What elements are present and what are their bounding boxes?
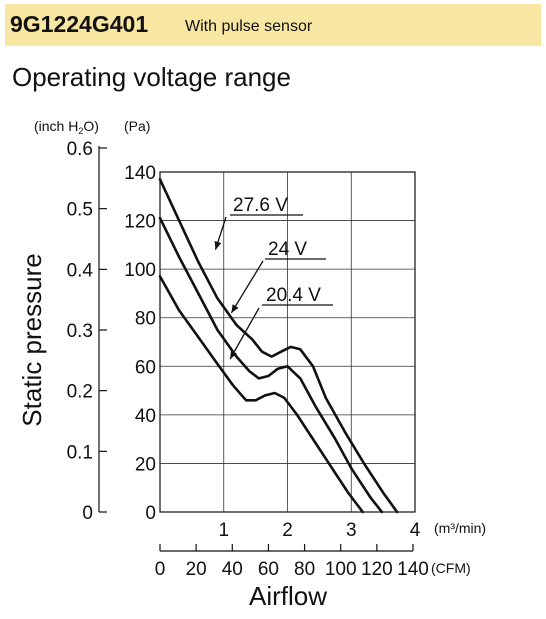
x2-tick-label: 40	[222, 559, 243, 580]
leader-line-3	[229, 307, 260, 360]
y-tick-label: 20	[135, 454, 156, 475]
y2-tick-label: 0.5	[67, 200, 93, 221]
y-tick-label: 60	[135, 357, 156, 378]
y2-tick-label: 0.1	[67, 442, 93, 463]
x2-tick-label: 0	[155, 559, 166, 580]
model-description: With pulse sensor	[185, 18, 313, 35]
x2-tick-label: 80	[294, 559, 315, 580]
leader-arrow-1	[214, 241, 222, 250]
y-unit-label: (Pa)	[124, 118, 150, 134]
section-title: Operating voltage range	[12, 62, 291, 92]
y-tick-label: 120	[124, 212, 156, 233]
y2-tick-label: 0.6	[67, 139, 93, 160]
x2-unit-label: (CFM)	[431, 560, 471, 576]
y-tick-label: 140	[124, 163, 156, 184]
axes	[98, 146, 414, 552]
curve-1	[158, 178, 399, 514]
y-tick-label: 0	[145, 503, 156, 524]
curves	[158, 178, 399, 514]
x-unit-label: (m³/min)	[434, 520, 486, 536]
series-label-1: 27.6 V	[233, 195, 288, 216]
y2-tick-label: 0.4	[67, 260, 94, 281]
series-label-3: 20.4 V	[266, 285, 321, 306]
x2-tick-label: 100	[325, 559, 357, 580]
y2-unit-label: (inch H2O)	[34, 118, 99, 136]
x2-tick-label: 140	[397, 559, 429, 580]
y-axis-title: Static pressure	[17, 253, 47, 426]
y2-tick-label: 0.2	[67, 382, 93, 403]
y-tick-label: 100	[124, 260, 156, 281]
grid	[159, 171, 416, 513]
x-tick-label: 2	[282, 520, 293, 541]
x-tick-label: 4	[410, 520, 421, 541]
y2-tick-label: 0.3	[67, 321, 93, 342]
x2-tick-label: 120	[361, 559, 393, 580]
x2-tick-label: 60	[258, 559, 279, 580]
series-label-2: 24 V	[268, 239, 307, 260]
labels: 27.6 V24 V20.4 V02040608010012014000.10.…	[17, 118, 486, 611]
y-tick-label: 80	[135, 309, 156, 330]
curve-3	[158, 275, 364, 514]
leader-arrow-3	[230, 350, 238, 359]
model-code: 9G1224G401	[10, 11, 149, 37]
x2-tick-label: 20	[186, 559, 207, 580]
y-tick-label: 40	[135, 406, 156, 427]
leader-line-2	[230, 260, 264, 314]
y2-tick-label: 0	[82, 503, 93, 524]
header-bar	[5, 4, 541, 46]
x-tick-label: 1	[218, 520, 229, 541]
curve-2	[158, 216, 384, 514]
x-tick-label: 3	[346, 520, 357, 541]
x-axis-title: Airflow	[249, 581, 327, 611]
leader-arrow-2	[231, 304, 239, 313]
